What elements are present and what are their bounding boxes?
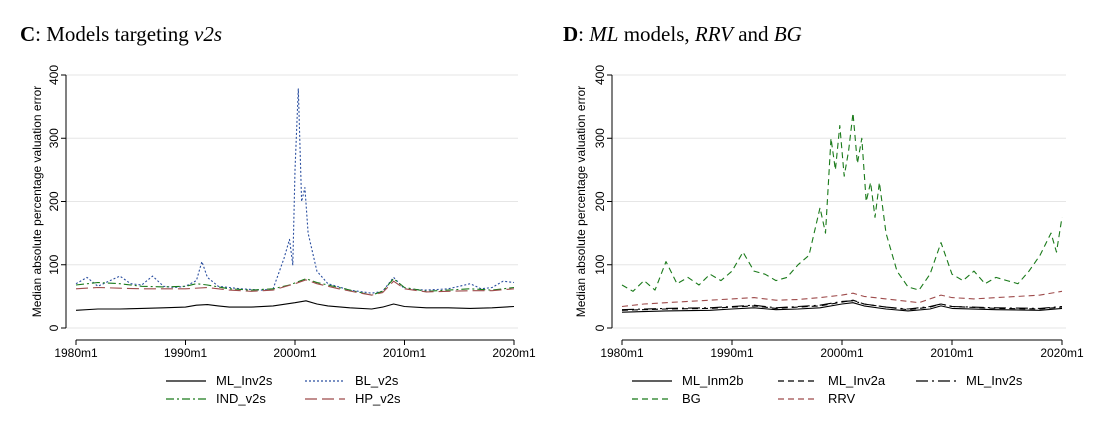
legend-label: BG (682, 391, 701, 406)
series-line-rrv (621, 290, 1063, 308)
x-tick-label: 1990m1 (164, 346, 208, 360)
series-line-ml-inv2s (75, 300, 515, 311)
panel-c-title-italic: v2s (194, 22, 223, 46)
series-line-ind-v2s (75, 278, 515, 296)
panel-c-letter: C (20, 22, 36, 46)
x-tick-label: 1980m1 (54, 346, 98, 360)
panel-d-title-and: and (732, 22, 774, 46)
panel-c-title: C: Models targeting v2s (20, 22, 222, 47)
panel-d-title: D: ML models, RRV and BG (563, 22, 802, 47)
y-tick-label: 300 (593, 128, 607, 148)
legend-label: ML_Inm2b (682, 373, 743, 388)
x-tick-label: 2010m1 (930, 346, 974, 360)
x-tick-label: 2020m1 (492, 346, 536, 360)
panel-d-title-mid: models, (618, 22, 695, 46)
legend-label: ML_Inv2s (216, 373, 273, 388)
y-tick-label: 0 (593, 324, 607, 331)
series-line-bl-v2s (75, 88, 515, 294)
panel-d-letter: D (563, 22, 579, 46)
y-tick-label: 100 (47, 254, 61, 274)
y-axis-title: Median absolute percentage valuation err… (30, 86, 44, 317)
legend-label: ML_Inv2a (828, 373, 886, 388)
series-line-ml-inm2b (621, 302, 1063, 313)
x-tick-label: 2020m1 (1040, 346, 1084, 360)
series-line-ml-inv2s (621, 300, 1063, 311)
x-tick-label: 1990m1 (710, 346, 754, 360)
panel-c-title-text: : Models targeting (35, 22, 195, 46)
x-tick-label: 2000m1 (820, 346, 864, 360)
series-line-bg (621, 112, 1063, 292)
y-tick-label: 200 (593, 191, 607, 211)
y-tick-label: 0 (47, 324, 61, 331)
panel-d-title-italic-bg: BG (773, 22, 802, 46)
y-tick-label: 300 (47, 128, 61, 148)
series-line-hp-v2s (75, 279, 515, 296)
y-tick-label: 400 (593, 65, 607, 85)
x-tick-label: 2000m1 (273, 346, 317, 360)
panel-d-title-italic-ml: ML (589, 22, 619, 46)
legend-label: BL_v2s (355, 373, 399, 388)
y-axis-title: Median absolute percentage valuation err… (574, 86, 588, 317)
y-tick-label: 100 (593, 254, 607, 274)
panel-d-title-colon: : (578, 22, 590, 46)
y-tick-label: 200 (47, 191, 61, 211)
panel-d-title-italic-rrv: RRV (694, 22, 733, 46)
legend-label: ML_Inv2s (966, 373, 1023, 388)
y-tick-label: 400 (47, 65, 61, 85)
legend-label: IND_v2s (216, 391, 266, 406)
x-tick-label: 2010m1 (383, 346, 427, 360)
x-tick-label: 1980m1 (600, 346, 644, 360)
legend-label: HP_v2s (355, 391, 401, 406)
legend-label: RRV (828, 391, 856, 406)
panel-d-plot: 0 100 200 300 400 Median absolute percentage … (574, 65, 1084, 406)
